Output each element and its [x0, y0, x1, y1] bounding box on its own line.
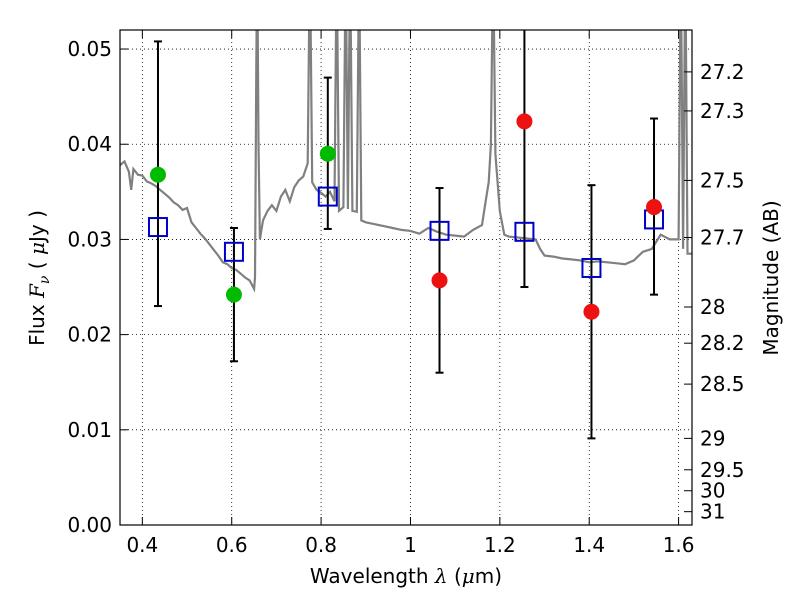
y-axis-label-F: F [25, 283, 49, 299]
y-tick-label: 0.03 [67, 227, 112, 251]
x-tick-label: 1.4 [573, 533, 605, 557]
right-tick-label: 28.2 [700, 331, 745, 355]
x-axis-label-open: ( [448, 564, 462, 588]
x-axis-label-unit: m) [475, 564, 502, 588]
data-point [225, 286, 242, 303]
right-tick-label: 27.7 [700, 226, 745, 250]
y-tick-label: 0.04 [67, 132, 112, 156]
right-tick-label: 28.5 [700, 372, 745, 396]
right-tick-label: 27.5 [700, 168, 745, 192]
x-tick-label: 0.8 [305, 533, 337, 557]
data-point [516, 113, 533, 130]
y-axis-label-right: Magnitude (AB) [759, 200, 783, 355]
data-point [583, 303, 600, 320]
x-tick-label: 0.4 [126, 533, 158, 557]
obs-points [149, 113, 663, 320]
right-tick-label: 27.2 [700, 60, 745, 84]
y-axis-label-open: ( [25, 255, 49, 276]
y-tick-label: 0.01 [67, 418, 112, 442]
y-axis-label-mu: μ [25, 242, 49, 255]
plot-area [120, 30, 692, 440]
y-axis-label-unit: Jy ) [25, 210, 49, 244]
y-axis-label-word: Flux [25, 298, 49, 346]
y-axis-label-nu: ν [37, 275, 53, 284]
x-tick-label: 1.2 [484, 533, 516, 557]
right-tick-label: 27.3 [700, 99, 745, 123]
x-axis-label-word: Wavelength [310, 564, 435, 588]
model-square [581, 257, 602, 278]
y-tick-label: 0.02 [67, 323, 112, 347]
x-axis: 0.4 0.6 0.8 1 1.2 1.4 1.6 [126, 30, 695, 557]
right-tick-label: 31 [700, 500, 725, 524]
y-tick-label: 0.05 [67, 37, 112, 61]
spectrum-line [120, 30, 692, 293]
x-axis-label-mu: μ [462, 564, 475, 588]
data-point [149, 166, 166, 183]
model-square [317, 186, 338, 207]
right-tick-label: 30 [700, 479, 725, 503]
right-tick-label: 28 [700, 295, 725, 319]
model-square [514, 221, 535, 242]
right-tick-label: 29 [700, 426, 725, 450]
data-point [319, 145, 336, 162]
x-axis-label-symbol: λ [434, 564, 448, 588]
x-tick-label: 1 [404, 533, 417, 557]
y-axis: 0.00 0.01 0.02 0.03 0.04 0.05 [67, 37, 128, 537]
plot-frame [119, 29, 693, 526]
model-square [429, 220, 450, 241]
model-squares [147, 186, 665, 278]
x-axis-label: Wavelength λ (μm) [310, 564, 502, 588]
y-axis-label: Flux Fν ( μJy ) [25, 210, 53, 346]
plot-background [120, 30, 692, 525]
data-point [431, 272, 448, 289]
model-square [223, 241, 244, 262]
right-tick-label: 29.5 [700, 458, 745, 482]
x-tick-label: 0.6 [216, 533, 248, 557]
x-tick-label: 1.6 [663, 533, 695, 557]
y-tick-label: 0.00 [67, 513, 112, 537]
data-point [646, 199, 663, 216]
model-square [147, 217, 168, 238]
